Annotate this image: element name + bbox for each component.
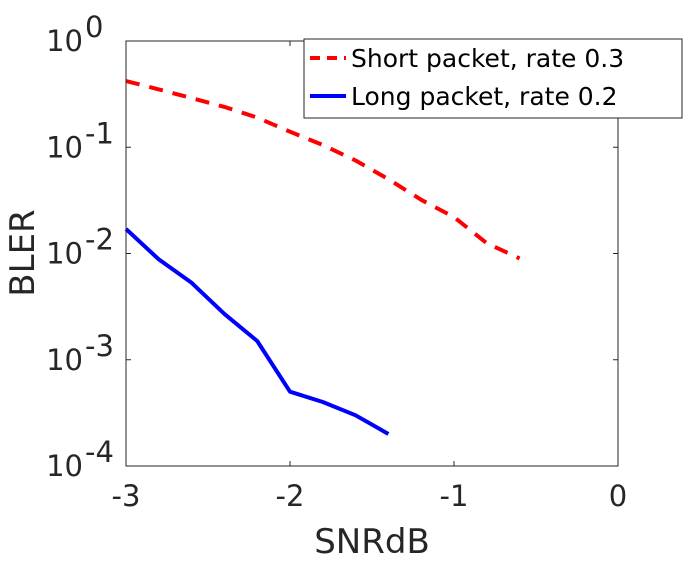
y-tick-exponent: -1 — [85, 116, 114, 150]
y-tick-exponent: -3 — [85, 329, 114, 363]
legend-label-short-packet: Short packet, rate 0.3 — [351, 44, 624, 73]
y-tick-label: 10 — [46, 237, 83, 271]
y-tick-label: 10 — [46, 449, 83, 483]
x-tick-label: -2 — [276, 479, 305, 513]
y-axis-label: BLER — [3, 209, 43, 296]
legend: Short packet, rate 0.3 Long packet, rate… — [303, 38, 683, 119]
y-tick-exponent: -2 — [85, 223, 114, 257]
y-tick-exponent: -4 — [85, 435, 114, 469]
x-tick-label: 0 — [609, 479, 627, 513]
legend-box — [303, 38, 683, 119]
x-tick-label: -1 — [440, 479, 469, 513]
y-tick-label: 10 — [46, 130, 83, 164]
x-tick-label: -3 — [112, 479, 141, 513]
y-tick-exponent: 0 — [85, 10, 103, 44]
series-line-long-packet — [124, 227, 390, 436]
y-tick-label: 10 — [46, 343, 83, 377]
series-lines — [124, 79, 521, 436]
x-axis-label: SNRdB — [314, 522, 430, 561]
legend-label-long-packet: Long packet, rate 0.2 — [351, 82, 618, 111]
y-tick-label: 10 — [46, 24, 83, 58]
